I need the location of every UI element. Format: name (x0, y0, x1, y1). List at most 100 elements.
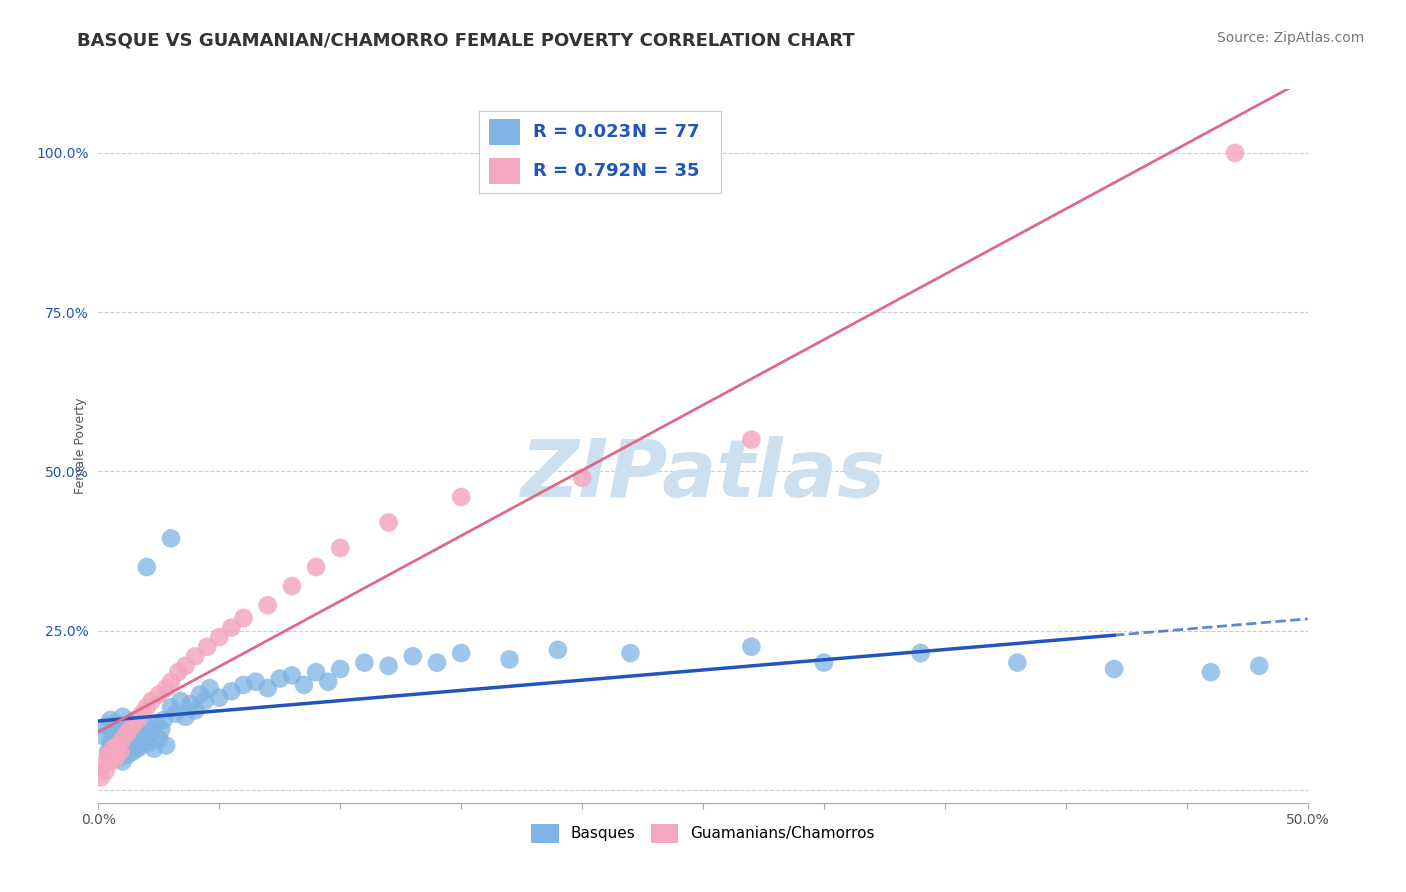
Point (118, 723, 141, 737)
Point (188, 688, 211, 702)
Point (256, 599, 278, 613)
Point (281, 579, 304, 593)
Point (135, 560, 157, 574)
Point (160, 532, 183, 546)
Point (198, 681, 221, 695)
Point (1249, 658, 1271, 673)
Point (184, 649, 207, 664)
Point (117, 725, 139, 739)
Point (179, 697, 201, 711)
Point (184, 703, 207, 717)
Point (169, 694, 191, 708)
Point (195, 640, 218, 654)
Point (117, 747, 139, 762)
Point (135, 719, 157, 733)
Point (221, 684, 243, 698)
Point (1102, 662, 1125, 676)
Point (97, 745, 120, 759)
Point (101, 725, 124, 739)
Point (740, 640, 762, 654)
Point (174, 710, 197, 724)
Point (910, 646, 932, 660)
Point (353, 656, 375, 670)
Point (221, 621, 243, 635)
Point (94, 719, 117, 733)
Point (152, 713, 174, 727)
Point (90, 770, 112, 784)
Point (134, 729, 156, 743)
Point (107, 732, 129, 747)
Point (498, 652, 520, 666)
Point (174, 658, 197, 673)
Point (118, 739, 141, 753)
Point (114, 745, 136, 759)
Point (107, 751, 129, 765)
Point (426, 656, 449, 670)
Point (281, 668, 304, 682)
Point (107, 739, 129, 753)
Point (108, 745, 131, 759)
Point (377, 658, 399, 673)
Point (148, 688, 170, 702)
Point (150, 723, 173, 737)
Point (208, 630, 231, 644)
Point (619, 646, 641, 660)
Point (124, 735, 146, 749)
Point (91, 729, 114, 743)
Point (329, 662, 352, 676)
Point (131, 706, 153, 721)
Text: Source: ZipAtlas.com: Source: ZipAtlas.com (1216, 31, 1364, 45)
Point (108, 739, 131, 753)
Point (111, 735, 134, 749)
Point (316, 674, 339, 689)
Point (145, 716, 167, 731)
Point (124, 713, 146, 727)
Point (194, 694, 217, 708)
Point (143, 741, 166, 756)
Point (402, 649, 425, 664)
Point (160, 674, 183, 689)
Legend: Basques, Guamanians/Chamorros: Basques, Guamanians/Chamorros (524, 818, 882, 848)
Point (167, 665, 190, 680)
Point (1199, 665, 1222, 680)
Point (111, 732, 134, 747)
Point (127, 723, 149, 737)
Point (111, 710, 134, 724)
Point (121, 745, 143, 759)
Point (292, 678, 315, 692)
Point (232, 678, 254, 692)
Point (101, 741, 124, 756)
Point (91, 757, 114, 772)
Point (245, 674, 267, 689)
Point (127, 741, 149, 756)
Point (101, 747, 124, 762)
Point (138, 735, 160, 749)
Point (547, 643, 569, 657)
Text: BASQUE VS GUAMANIAN/CHAMORRO FEMALE POVERTY CORRELATION CHART: BASQUE VS GUAMANIAN/CHAMORRO FEMALE POVE… (77, 31, 855, 49)
Point (104, 751, 127, 765)
Point (256, 681, 278, 695)
Point (208, 690, 231, 705)
Point (571, 471, 593, 485)
Point (97, 747, 120, 762)
Point (160, 700, 183, 714)
Y-axis label: Female Poverty: Female Poverty (75, 398, 87, 494)
Point (94, 764, 117, 778)
Point (121, 725, 143, 739)
Point (1007, 656, 1029, 670)
Point (141, 725, 163, 739)
Point (155, 739, 177, 753)
Point (450, 490, 472, 504)
Point (100, 713, 122, 727)
Point (813, 656, 835, 670)
Point (117, 729, 139, 743)
Point (377, 516, 399, 530)
Point (131, 739, 153, 753)
Text: ZIPatlas: ZIPatlas (520, 435, 886, 514)
Point (141, 694, 163, 708)
Point (108, 723, 131, 737)
Point (128, 732, 150, 747)
Point (450, 646, 472, 660)
Point (104, 741, 127, 756)
Point (114, 719, 136, 733)
